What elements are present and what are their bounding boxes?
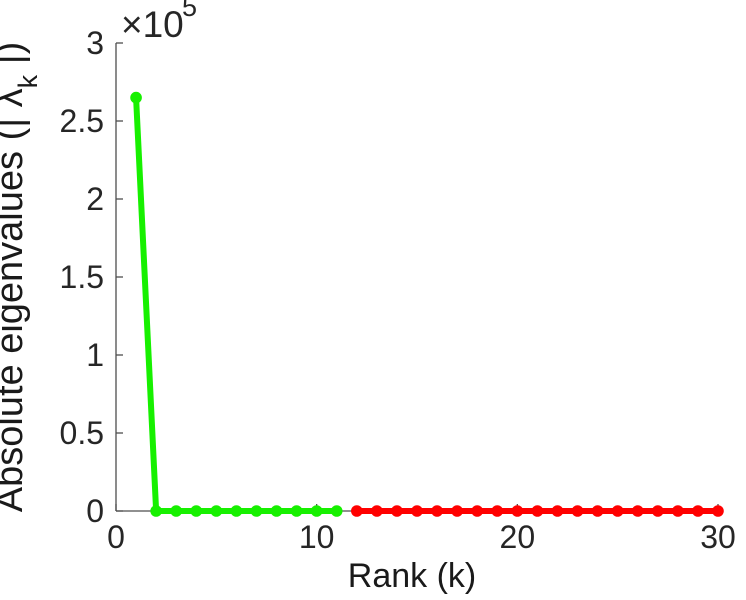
- svg-text:×10: ×10: [121, 4, 184, 45]
- svg-text:0: 0: [107, 519, 125, 555]
- svg-text:2.5: 2.5: [60, 103, 104, 139]
- svg-text:0: 0: [86, 493, 104, 529]
- svg-text:0.5: 0.5: [60, 415, 104, 451]
- svg-text:3: 3: [86, 25, 104, 61]
- svg-text:20: 20: [500, 519, 536, 555]
- svg-text:2: 2: [86, 181, 104, 217]
- svg-text:Rank (k): Rank (k): [348, 557, 476, 595]
- svg-text:10: 10: [299, 519, 335, 555]
- svg-text:1: 1: [86, 337, 104, 373]
- svg-text:1.5: 1.5: [60, 259, 104, 295]
- svg-text:30: 30: [700, 519, 736, 555]
- svg-text:Absolute eigenvalues (| λk |): Absolute eigenvalues (| λk |): [0, 42, 43, 513]
- svg-text:5: 5: [182, 0, 197, 22]
